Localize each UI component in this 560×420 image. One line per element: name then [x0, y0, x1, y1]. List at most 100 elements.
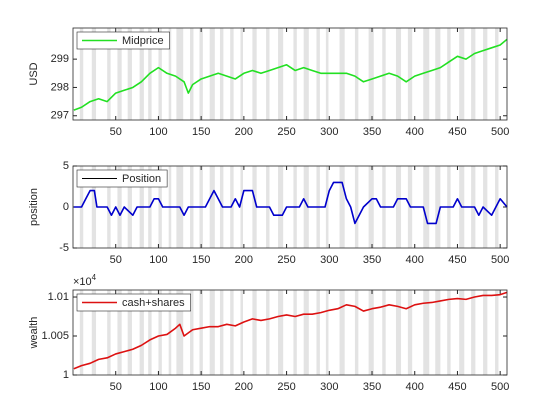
shaded-band [209, 28, 215, 120]
y-tick-label: 1.005 [41, 330, 69, 342]
shaded-band [407, 28, 413, 120]
multiplier-base: ×10 [73, 276, 92, 288]
x-tick-label: 450 [448, 126, 466, 138]
y-axis-label: USD [28, 62, 40, 85]
x-tick-label: 50 [110, 254, 122, 266]
x-tick-label: 500 [491, 254, 509, 266]
shaded-band [158, 28, 162, 120]
shaded-band [495, 28, 499, 120]
x-tick-label: 400 [406, 126, 424, 138]
x-tick-label: 100 [149, 381, 167, 393]
shaded-band [303, 28, 309, 120]
shaded-band [127, 166, 132, 248]
x-tick-label: 500 [491, 126, 509, 138]
x-tick-label: 350 [363, 126, 381, 138]
x-tick-label: 350 [363, 381, 381, 393]
x-tick-label: 50 [110, 381, 122, 393]
shaded-band [117, 166, 122, 248]
shaded-band [117, 28, 122, 120]
shaded-band [407, 290, 413, 375]
shaded-band [339, 290, 345, 375]
x-tick-label: 400 [406, 254, 424, 266]
y-tick-label: 5 [63, 160, 69, 172]
shaded-band [447, 28, 451, 120]
shaded-band [266, 28, 270, 120]
shaded-band [435, 166, 441, 248]
shaded-band [139, 290, 144, 375]
shaded-band [303, 166, 309, 248]
shaded-band [199, 28, 203, 120]
shaded-band [252, 290, 257, 375]
shaded-band [266, 290, 270, 375]
shaded-band [139, 28, 144, 120]
shaded-band [423, 28, 430, 120]
shaded-band [423, 290, 430, 375]
shaded-band [278, 166, 284, 248]
shaded-band [209, 290, 215, 375]
legend-box [76, 293, 191, 312]
x-tick-label: 150 [192, 381, 210, 393]
shaded-band [252, 28, 257, 120]
shaded-band [303, 290, 309, 375]
shaded-band [176, 28, 184, 120]
y-axis-label: wealth [28, 317, 40, 350]
shaded-band [176, 290, 184, 375]
shaded-band [354, 290, 359, 375]
multiplier-exponent: 4 [92, 273, 97, 282]
x-tick-label: 500 [491, 381, 509, 393]
axes-box [72, 165, 508, 249]
x-tick-label: 100 [149, 254, 167, 266]
shaded-band [240, 166, 244, 248]
shaded-band [395, 290, 402, 375]
shaded-band [368, 166, 374, 248]
shaded-band [435, 28, 441, 120]
axes-box [72, 27, 508, 121]
y-tick-label: 299 [51, 53, 69, 65]
legend-box [76, 169, 168, 188]
series-line [73, 291, 508, 370]
shaded-band [91, 166, 97, 248]
axis-multiplier: ×104 [73, 273, 97, 288]
shaded-band [240, 290, 244, 375]
legend-label: Position [122, 173, 161, 185]
x-tick-label: 400 [406, 381, 424, 393]
legend-label: Midprice [122, 35, 164, 47]
shaded-band [79, 28, 84, 120]
shaded-band [471, 290, 476, 375]
shaded-band [127, 290, 132, 375]
shaded-band [471, 28, 476, 120]
shaded-band [483, 166, 488, 248]
x-tick-label: 250 [277, 254, 295, 266]
shaded-band [435, 290, 441, 375]
x-tick-label: 350 [363, 254, 381, 266]
shaded-band [91, 28, 97, 120]
x-tick-label: 300 [320, 254, 338, 266]
shaded-band [219, 290, 224, 375]
x-tick-label: 200 [235, 126, 253, 138]
axes-box [72, 289, 508, 376]
shaded-band [148, 290, 152, 375]
shaded-band [483, 28, 488, 120]
shaded-band [107, 28, 111, 120]
y-tick-label: 1 [63, 369, 69, 381]
shaded-band [395, 166, 402, 248]
shaded-band [107, 290, 111, 375]
shaded-band [190, 28, 194, 120]
y-tick-label: 297 [51, 110, 69, 122]
shaded-band [293, 290, 297, 375]
y-tick-label: -5 [59, 242, 69, 254]
shaded-band [354, 166, 359, 248]
shaded-band [199, 290, 203, 375]
x-tick-label: 100 [149, 126, 167, 138]
shaded-band [252, 166, 257, 248]
shaded-band [278, 28, 284, 120]
series-line [73, 38, 508, 111]
y-tick-label: 0 [63, 201, 69, 213]
y-tick-label: 1.01 [48, 291, 69, 303]
shaded-band [325, 290, 329, 375]
shaded-band [117, 290, 122, 375]
shaded-band [382, 28, 386, 120]
x-tick-label: 250 [277, 381, 295, 393]
shaded-band [423, 166, 430, 248]
